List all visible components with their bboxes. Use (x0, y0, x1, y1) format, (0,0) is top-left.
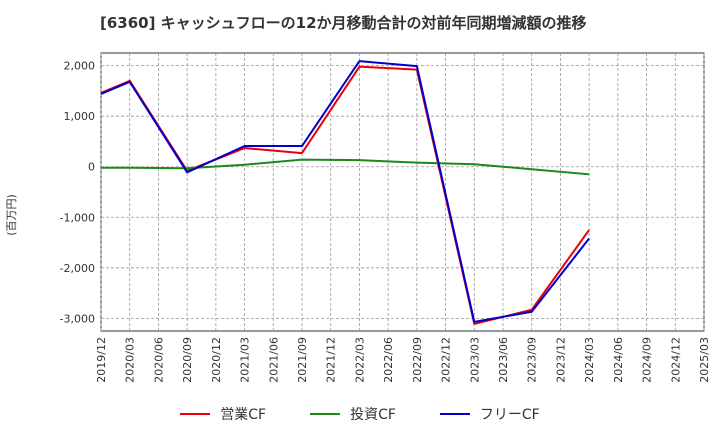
x-tick-label: 2023/06 (497, 337, 510, 383)
legend: 営業CF 投資CF フリーCF (0, 404, 720, 424)
x-tick-label: 2021/12 (325, 337, 338, 383)
legend-swatch (180, 413, 211, 415)
x-tick-label: 2024/12 (669, 337, 682, 383)
legend-swatch (439, 413, 470, 415)
x-tick-label: 2019/12 (95, 337, 108, 383)
y-tick-label: 2,000 (64, 60, 96, 73)
x-axis: 2019/12 2020/03 2020/06 2020/09 2020/12 2021/… (95, 337, 711, 383)
y-tick-label: 0 (88, 161, 95, 174)
x-tick-label: 2024/09 (641, 337, 654, 383)
x-tick-label: 2020/12 (210, 337, 223, 383)
series-line-投資CF[interactable] (101, 158, 590, 176)
y-axis: 2,000 1,000 0 -1,000 -2,000 -3,000 (60, 60, 95, 326)
x-tick-label: 2020/09 (181, 337, 194, 383)
series-group (100, 60, 590, 325)
legend-item-operating-cf[interactable]: 営業CF (180, 404, 266, 424)
legend-item-free-cf[interactable]: フリーCF (439, 404, 540, 424)
x-tick-label: 2021/06 (267, 337, 280, 383)
x-tick-label: 2024/03 (583, 337, 596, 383)
y-tick-label: -1,000 (60, 211, 95, 224)
x-tick-label: 2023/03 (468, 337, 481, 383)
legend-swatch (310, 413, 341, 415)
legend-label: 投資CF (350, 407, 396, 423)
legend-item-investing-cf[interactable]: 投資CF (310, 404, 396, 424)
legend-label: 営業CF (220, 407, 267, 423)
x-tick-label: 2023/09 (526, 337, 539, 383)
x-tick-label: 2021/09 (296, 337, 309, 383)
x-tick-label: 2024/06 (612, 337, 625, 383)
y-tick-label: -3,000 (60, 312, 95, 325)
x-tick-label: 2022/09 (411, 337, 424, 383)
x-tick-label: 2025/03 (698, 337, 711, 383)
x-tick-label: 2023/12 (554, 337, 567, 383)
plot-background (100, 52, 705, 332)
grid (100, 53, 705, 331)
legend-label: フリーCF (479, 407, 540, 423)
x-tick-label: 2020/06 (152, 337, 165, 383)
y-tick-label: 1,000 (64, 110, 96, 123)
x-tick-label: 2022/06 (382, 337, 395, 383)
x-tick-label: 2022/12 (440, 337, 453, 383)
x-tick-label: 2020/03 (124, 337, 137, 383)
x-tick-label: 2021/03 (239, 337, 252, 383)
chart-title: [6360] キャッシュフローの12か月移動合計の対前年同期増減額の推移 (100, 14, 587, 32)
y-tick-label: -2,000 (60, 262, 95, 275)
x-tick-label: 2022/03 (353, 337, 366, 383)
series-line-フリーCF[interactable] (100, 60, 590, 323)
